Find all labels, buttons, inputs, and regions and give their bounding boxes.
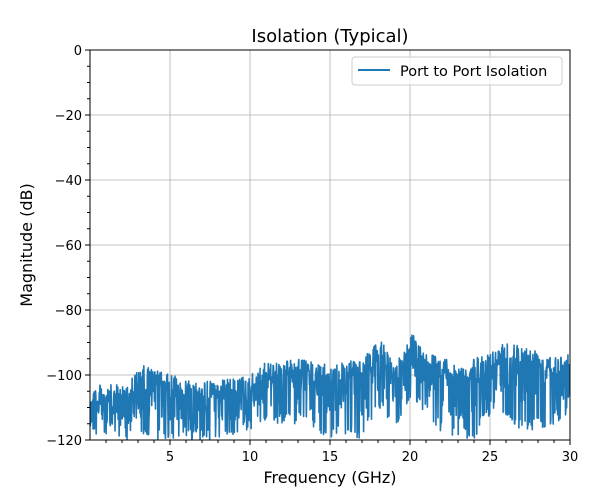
y-tick-label: 0: [74, 44, 82, 59]
chart-title: Isolation (Typical): [251, 26, 408, 47]
legend-label: Port to Port Isolation: [400, 64, 547, 80]
x-tick-label: 30: [562, 450, 579, 465]
x-axis: 5 10 15 20 25 30: [105, 440, 579, 465]
y-axis: 0 −20 −40 −60 −80 −100 −120: [46, 44, 90, 449]
legend: Port to Port Isolation: [351, 56, 563, 86]
x-tick-label: 20: [402, 450, 419, 465]
y-axis-label: Magnitude (dB): [17, 183, 36, 306]
y-tick-label: −100: [46, 369, 82, 384]
x-tick-label: 5: [166, 450, 174, 465]
series-layer: [90, 334, 570, 440]
y-tick-label: −80: [55, 304, 82, 319]
y-tick-label: −20: [55, 109, 82, 124]
y-tick-label: −60: [55, 239, 82, 254]
x-tick-label: 15: [322, 450, 339, 465]
x-tick-label: 25: [482, 450, 499, 465]
y-tick-label: −40: [55, 174, 82, 189]
x-axis-label: Frequency (GHz): [263, 468, 396, 487]
series-line-port-to-port-isolation: [90, 334, 570, 440]
x-tick-label: 10: [242, 450, 259, 465]
legend-box: [351, 56, 563, 86]
y-tick-label: −120: [46, 434, 82, 449]
